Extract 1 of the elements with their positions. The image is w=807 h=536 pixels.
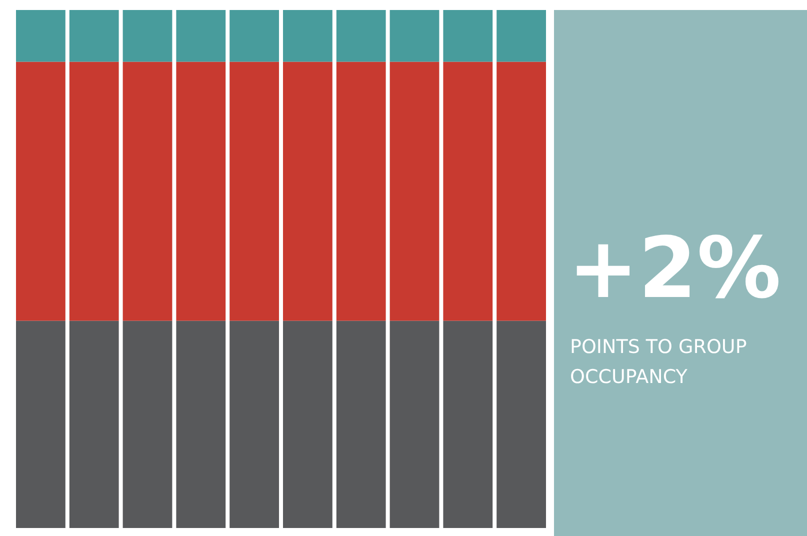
text-panel: +2% POINTS TO GROUP OCCUPANCY [554, 10, 807, 536]
